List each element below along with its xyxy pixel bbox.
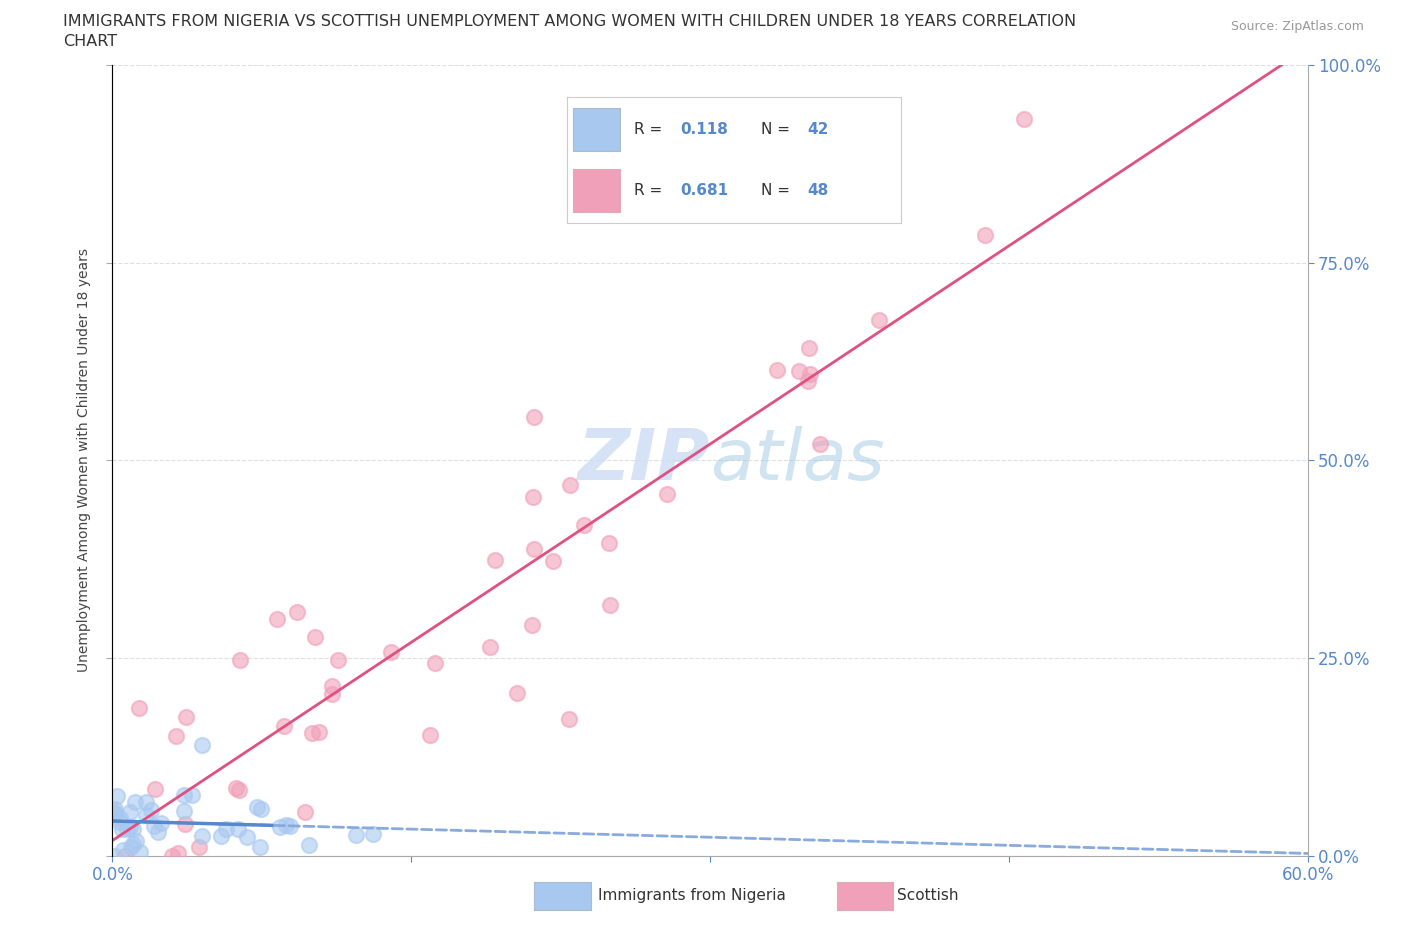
Point [120, 840, 142, 855]
Point [160, 848, 183, 863]
Point [225, 781, 247, 796]
Point [167, 846, 190, 861]
Point [142, 818, 165, 833]
Point [273, 719, 295, 734]
Point [321, 686, 343, 701]
Point [294, 804, 316, 819]
Text: IMMIGRANTS FROM NIGERIA VS SCOTTISH UNEMPLOYMENT AMONG WOMEN WITH CHILDREN UNDER: IMMIGRANTS FROM NIGERIA VS SCOTTISH UNEM… [63, 14, 1077, 29]
Point [187, 840, 209, 855]
Point [808, 436, 831, 451]
Point [110, 811, 132, 826]
Point [191, 829, 214, 844]
Point [505, 685, 527, 700]
Point [146, 825, 169, 840]
Point [173, 804, 195, 818]
Point [419, 728, 441, 743]
Y-axis label: Unemployment Among Women with Children Under 18 years: Unemployment Among Women with Children U… [77, 248, 91, 672]
Point [104, 806, 127, 821]
Point [129, 844, 152, 859]
Point [173, 787, 195, 802]
Point [122, 837, 145, 852]
Point [226, 822, 249, 837]
Point [973, 228, 995, 243]
Point [120, 804, 142, 819]
Point [574, 518, 596, 533]
Point [250, 802, 273, 817]
Point [787, 364, 810, 379]
Point [209, 829, 232, 844]
Point [125, 833, 148, 848]
Point [541, 553, 564, 568]
Point [599, 597, 621, 612]
Point [114, 848, 136, 863]
Point [266, 612, 288, 627]
Point [103, 805, 125, 820]
Point [868, 313, 890, 328]
Point [598, 536, 620, 551]
Point [181, 788, 204, 803]
Point [174, 817, 197, 831]
Point [246, 799, 269, 814]
Point [269, 820, 291, 835]
Point [174, 710, 197, 724]
Point [799, 366, 821, 381]
Point [285, 604, 308, 619]
Point [522, 541, 544, 556]
Point [557, 712, 579, 727]
Point [484, 553, 506, 568]
Point [278, 819, 301, 834]
Point [143, 781, 166, 796]
Point [103, 848, 125, 863]
Point [765, 363, 787, 378]
Point [139, 803, 162, 817]
Point [105, 789, 128, 804]
Point [115, 822, 138, 837]
Point [361, 827, 384, 842]
Point [276, 817, 298, 832]
Point [228, 782, 250, 797]
Point [304, 630, 326, 644]
Point [215, 822, 238, 837]
Point [128, 700, 150, 715]
Point [380, 644, 402, 659]
Point [122, 821, 145, 836]
Point [249, 840, 271, 855]
Point [558, 477, 581, 492]
Point [655, 486, 678, 501]
Point [135, 808, 157, 823]
Point [111, 821, 134, 836]
Point [478, 640, 501, 655]
Point [108, 815, 131, 830]
Point [522, 489, 544, 504]
Point [104, 802, 127, 817]
Point [118, 819, 141, 834]
Point [797, 374, 820, 389]
Point [229, 653, 252, 668]
Point [191, 737, 214, 752]
Text: ZIP: ZIP [578, 426, 710, 495]
Text: Source: ZipAtlas.com: Source: ZipAtlas.com [1230, 20, 1364, 33]
Point [111, 843, 134, 857]
Point [298, 838, 321, 853]
Text: Scottish: Scottish [897, 888, 959, 903]
Point [326, 653, 349, 668]
Point [522, 618, 544, 632]
Point [523, 409, 546, 424]
Point [423, 655, 446, 670]
Point [1012, 112, 1035, 126]
Point [308, 724, 330, 739]
Point [797, 340, 820, 355]
Point [344, 828, 367, 843]
Point [134, 795, 156, 810]
Text: Immigrants from Nigeria: Immigrants from Nigeria [598, 888, 786, 903]
Text: CHART: CHART [63, 34, 117, 49]
Point [236, 830, 259, 844]
Point [124, 794, 146, 809]
Point [165, 729, 187, 744]
Text: atlas: atlas [710, 426, 884, 495]
Point [150, 815, 173, 830]
Point [301, 725, 323, 740]
Point [321, 679, 343, 694]
